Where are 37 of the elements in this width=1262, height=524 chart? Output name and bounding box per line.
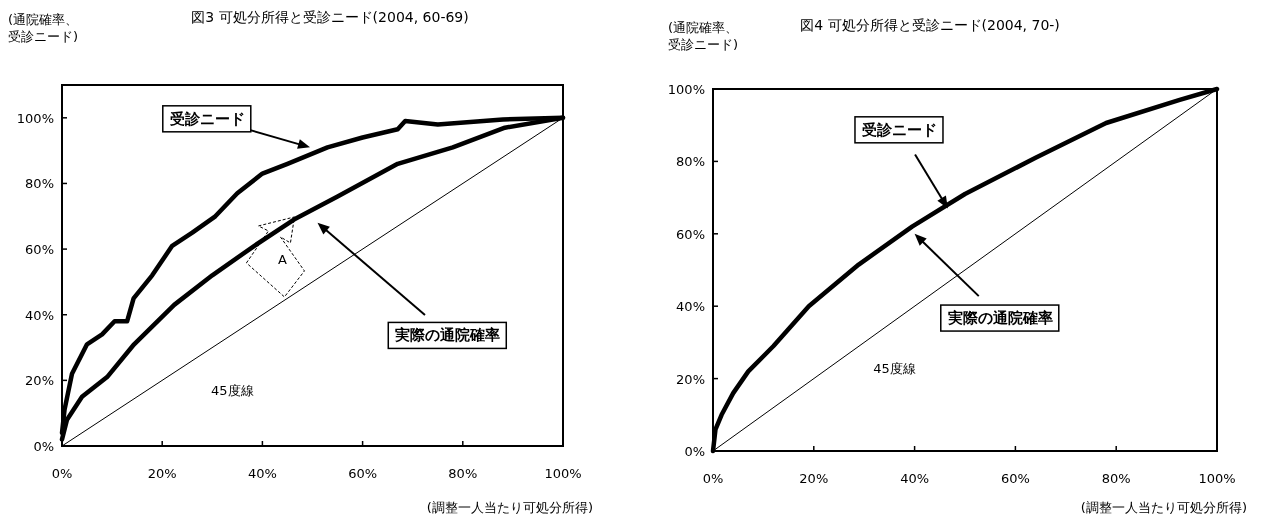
y-tick-label: 100% xyxy=(16,110,54,126)
y-axis-title: (通院確率、受診ニード) xyxy=(8,12,79,44)
x-tick-label: 60% xyxy=(348,466,378,481)
chart-title: 図4 可処分所得と受診ニード(2004, 70-) xyxy=(800,17,1060,33)
y-tick-label: 20% xyxy=(25,373,54,389)
y-tick-label: 60% xyxy=(676,226,705,242)
y-tick-label: 0% xyxy=(684,444,705,459)
x-tick-label: 100% xyxy=(1198,471,1236,486)
annotation: 45度線 xyxy=(873,360,916,376)
y-tick-label: 40% xyxy=(676,299,705,315)
y-tick-label: 80% xyxy=(25,176,54,192)
x-tick-label: 80% xyxy=(448,466,478,481)
y-tick-label: 0% xyxy=(33,439,54,454)
annotation: 実際の通院確率 xyxy=(394,326,501,345)
x-tick-label: 80% xyxy=(1101,471,1131,486)
annotation: 受診ニード xyxy=(168,109,245,128)
annotation: 実際の通院確率 xyxy=(946,309,1053,328)
x-tick-label: 20% xyxy=(799,471,829,486)
y-tick-label: 80% xyxy=(676,154,705,170)
x-tick-label: 0% xyxy=(702,471,724,486)
x-tick-label: 40% xyxy=(900,471,930,486)
x-tick-label: 0% xyxy=(51,466,73,481)
y-tick-label: 60% xyxy=(25,242,54,258)
y-tick-label: 20% xyxy=(676,371,705,387)
annotation: A xyxy=(277,251,287,267)
y-tick-label: 100% xyxy=(667,82,705,97)
x-tick-label: 40% xyxy=(247,466,277,481)
y-axis-title: (通院確率、受診ニード) xyxy=(668,20,739,52)
chart-title: 図3 可処分所得と受診ニード(2004, 60-69) xyxy=(191,9,469,25)
x-tick-label: 60% xyxy=(1000,471,1030,486)
annotation: 受診ニード xyxy=(860,120,937,139)
x-axis-title: (調整一人当たり可処分所得) xyxy=(1080,500,1247,515)
y-tick-label: 40% xyxy=(25,307,54,323)
annotation: 45度線 xyxy=(211,383,254,399)
x-tick-label: 20% xyxy=(147,466,177,481)
x-axis-title: (調整一人当たり可処分所得) xyxy=(426,500,593,515)
x-tick-label: 100% xyxy=(544,466,582,481)
